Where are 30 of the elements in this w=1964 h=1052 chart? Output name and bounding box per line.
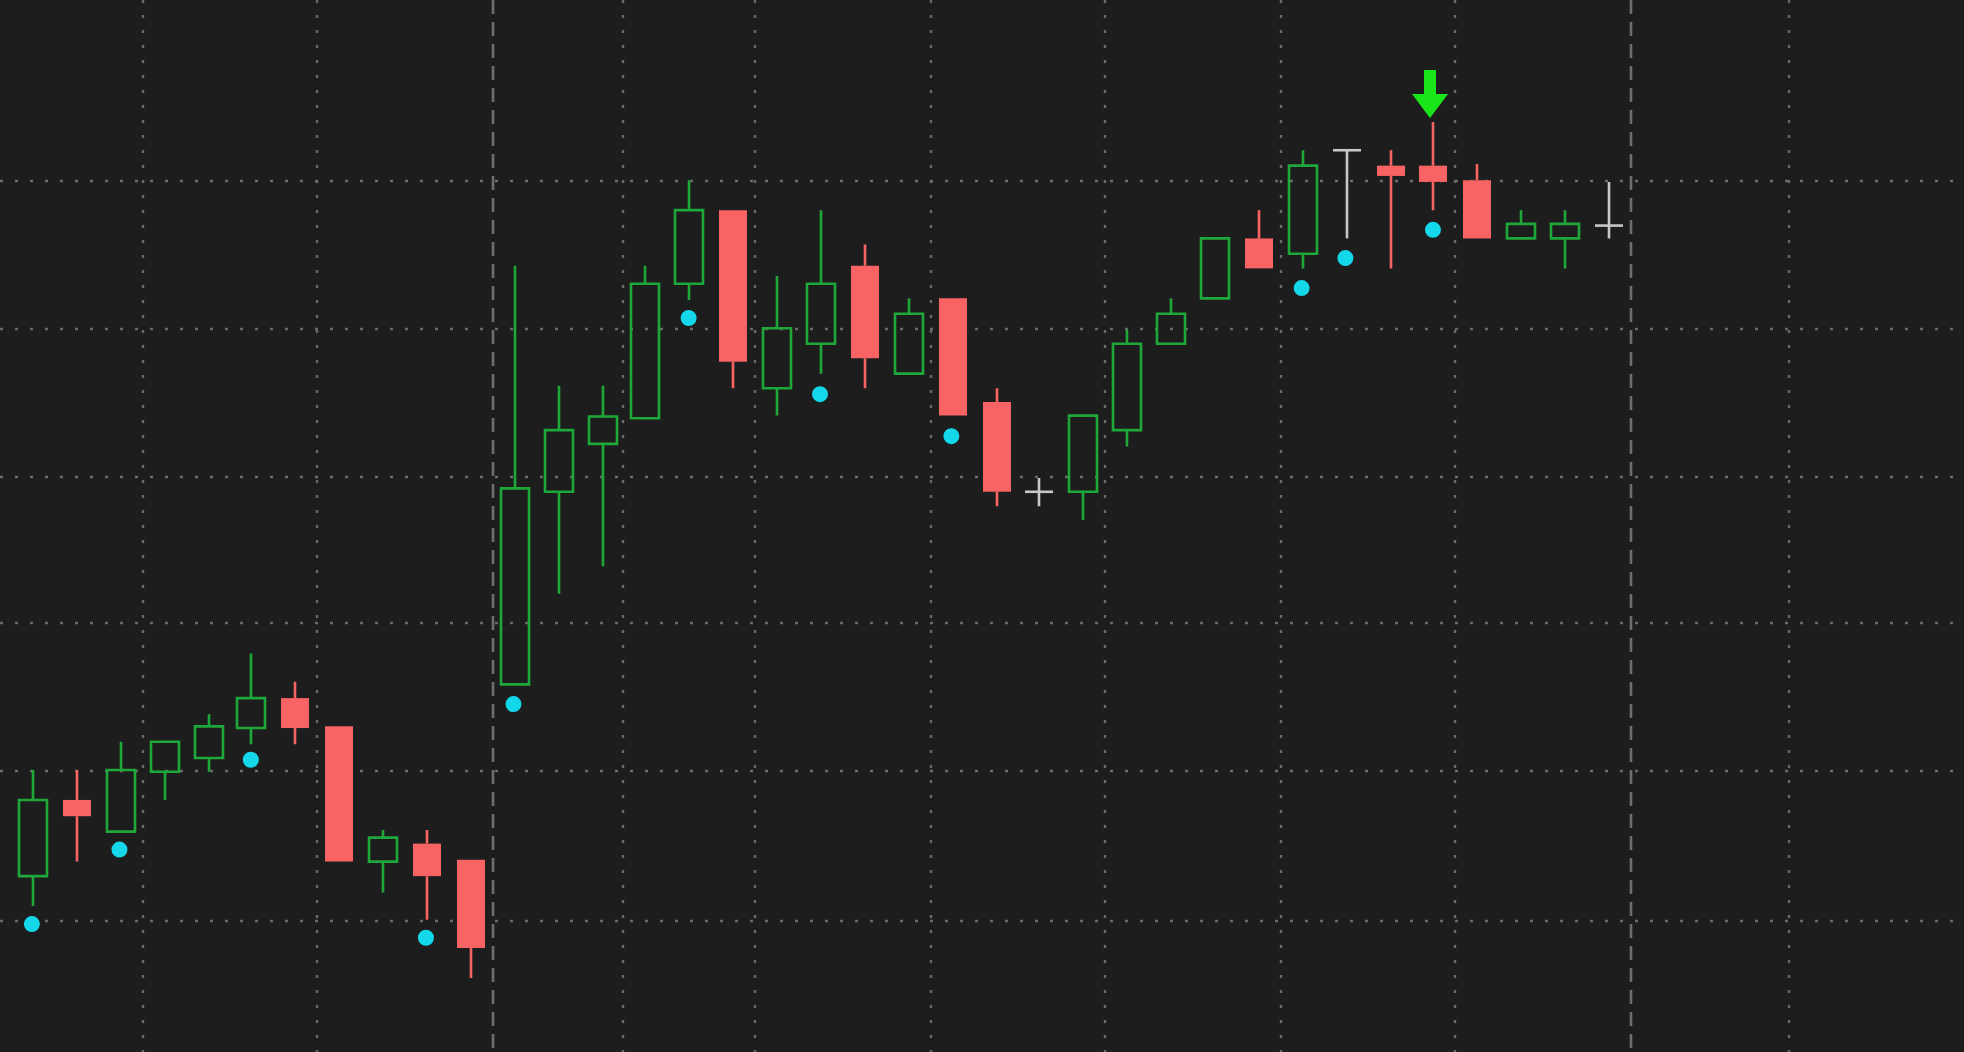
candlestick <box>17 768 49 908</box>
candlestick <box>105 740 137 833</box>
point <box>23 916 40 933</box>
candlestick <box>1023 476 1055 508</box>
point <box>943 428 960 445</box>
candlestick <box>761 274 793 417</box>
candlestick <box>1111 328 1143 448</box>
candlestick <box>193 713 225 773</box>
point <box>111 841 128 858</box>
point <box>417 929 434 946</box>
candlestick <box>235 652 267 746</box>
point <box>680 310 697 327</box>
candlestick <box>543 384 575 595</box>
candlestick <box>149 740 181 802</box>
point <box>1337 250 1354 267</box>
candlestick <box>1549 208 1581 270</box>
point <box>812 386 828 403</box>
candlestick <box>1067 414 1099 522</box>
point <box>242 751 259 768</box>
candlestick <box>673 178 705 302</box>
candlestick <box>805 208 837 375</box>
candlestick <box>1287 148 1319 270</box>
candlestick <box>1593 180 1625 240</box>
candlestick <box>587 384 619 568</box>
point <box>1293 280 1310 297</box>
candlestick <box>367 828 399 894</box>
candlestick <box>1331 148 1363 240</box>
point <box>1424 221 1441 238</box>
point <box>505 696 522 713</box>
candlestick <box>499 264 531 686</box>
